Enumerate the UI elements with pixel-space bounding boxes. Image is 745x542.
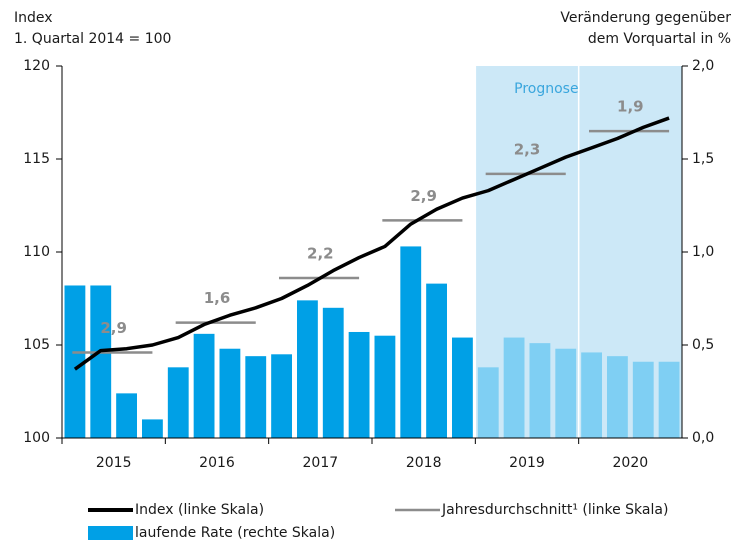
y2-tick-label: 2,0 xyxy=(692,58,714,74)
y2-tick-label: 0,0 xyxy=(692,430,714,446)
y2-tick-label: 1,5 xyxy=(692,151,714,167)
y2-title: Veränderung gegenüber xyxy=(560,10,731,26)
x-tick-label: 2018 xyxy=(406,455,442,471)
y-tick-label: 110 xyxy=(23,244,50,260)
bar xyxy=(632,361,654,438)
annual-label: 2,2 xyxy=(307,245,334,263)
bar xyxy=(477,367,499,438)
legend-swatch xyxy=(88,526,133,540)
bar xyxy=(529,343,551,438)
annual-label: 2,9 xyxy=(100,319,127,337)
bar xyxy=(297,300,318,438)
y-tick-label: 115 xyxy=(23,151,50,167)
y2-tick-label: 0,5 xyxy=(692,337,714,353)
bar xyxy=(658,361,680,438)
legend-label: laufende Rate (rechte Skala) xyxy=(135,525,335,541)
bar xyxy=(64,285,86,438)
bar xyxy=(348,331,370,438)
bar xyxy=(271,354,292,438)
bar xyxy=(193,333,215,438)
bar xyxy=(90,285,112,438)
bar xyxy=(142,419,163,438)
y2-tick-label: 1,0 xyxy=(692,244,714,260)
x-tick-label: 2016 xyxy=(199,455,235,471)
annual-label: 2,9 xyxy=(410,187,437,205)
annual-label: 2,3 xyxy=(514,140,541,158)
bar xyxy=(555,348,577,438)
annual-label: 1,6 xyxy=(204,289,231,307)
bar xyxy=(245,356,267,438)
x-tick-label: 2017 xyxy=(303,455,339,471)
annual-label: 1,9 xyxy=(617,98,644,116)
x-tick-label: 2020 xyxy=(613,455,649,471)
bar xyxy=(400,246,422,438)
y2-title: dem Vorquartal in % xyxy=(588,31,731,47)
bar xyxy=(167,367,189,438)
y-title: 1. Quartal 2014 = 100 xyxy=(14,31,171,47)
x-tick-label: 2015 xyxy=(96,455,132,471)
bar xyxy=(116,393,137,438)
y-tick-label: 100 xyxy=(23,430,50,446)
bar xyxy=(426,283,447,438)
legend-label: Jahresdurchschnitt¹ (linke Skala) xyxy=(441,502,668,518)
y-tick-label: 120 xyxy=(23,58,50,74)
y-title: Index xyxy=(14,10,53,26)
bar xyxy=(607,356,628,438)
bar xyxy=(219,348,241,438)
legend-label: Index (linke Skala) xyxy=(135,502,264,518)
bar xyxy=(322,307,344,438)
bar xyxy=(503,337,525,438)
forecast-label: Prognose xyxy=(514,81,578,97)
y-tick-label: 105 xyxy=(23,337,50,353)
x-tick-label: 2019 xyxy=(509,455,545,471)
bar xyxy=(452,337,473,438)
bar xyxy=(374,335,396,438)
bar xyxy=(581,352,602,438)
index-line xyxy=(73,116,670,371)
